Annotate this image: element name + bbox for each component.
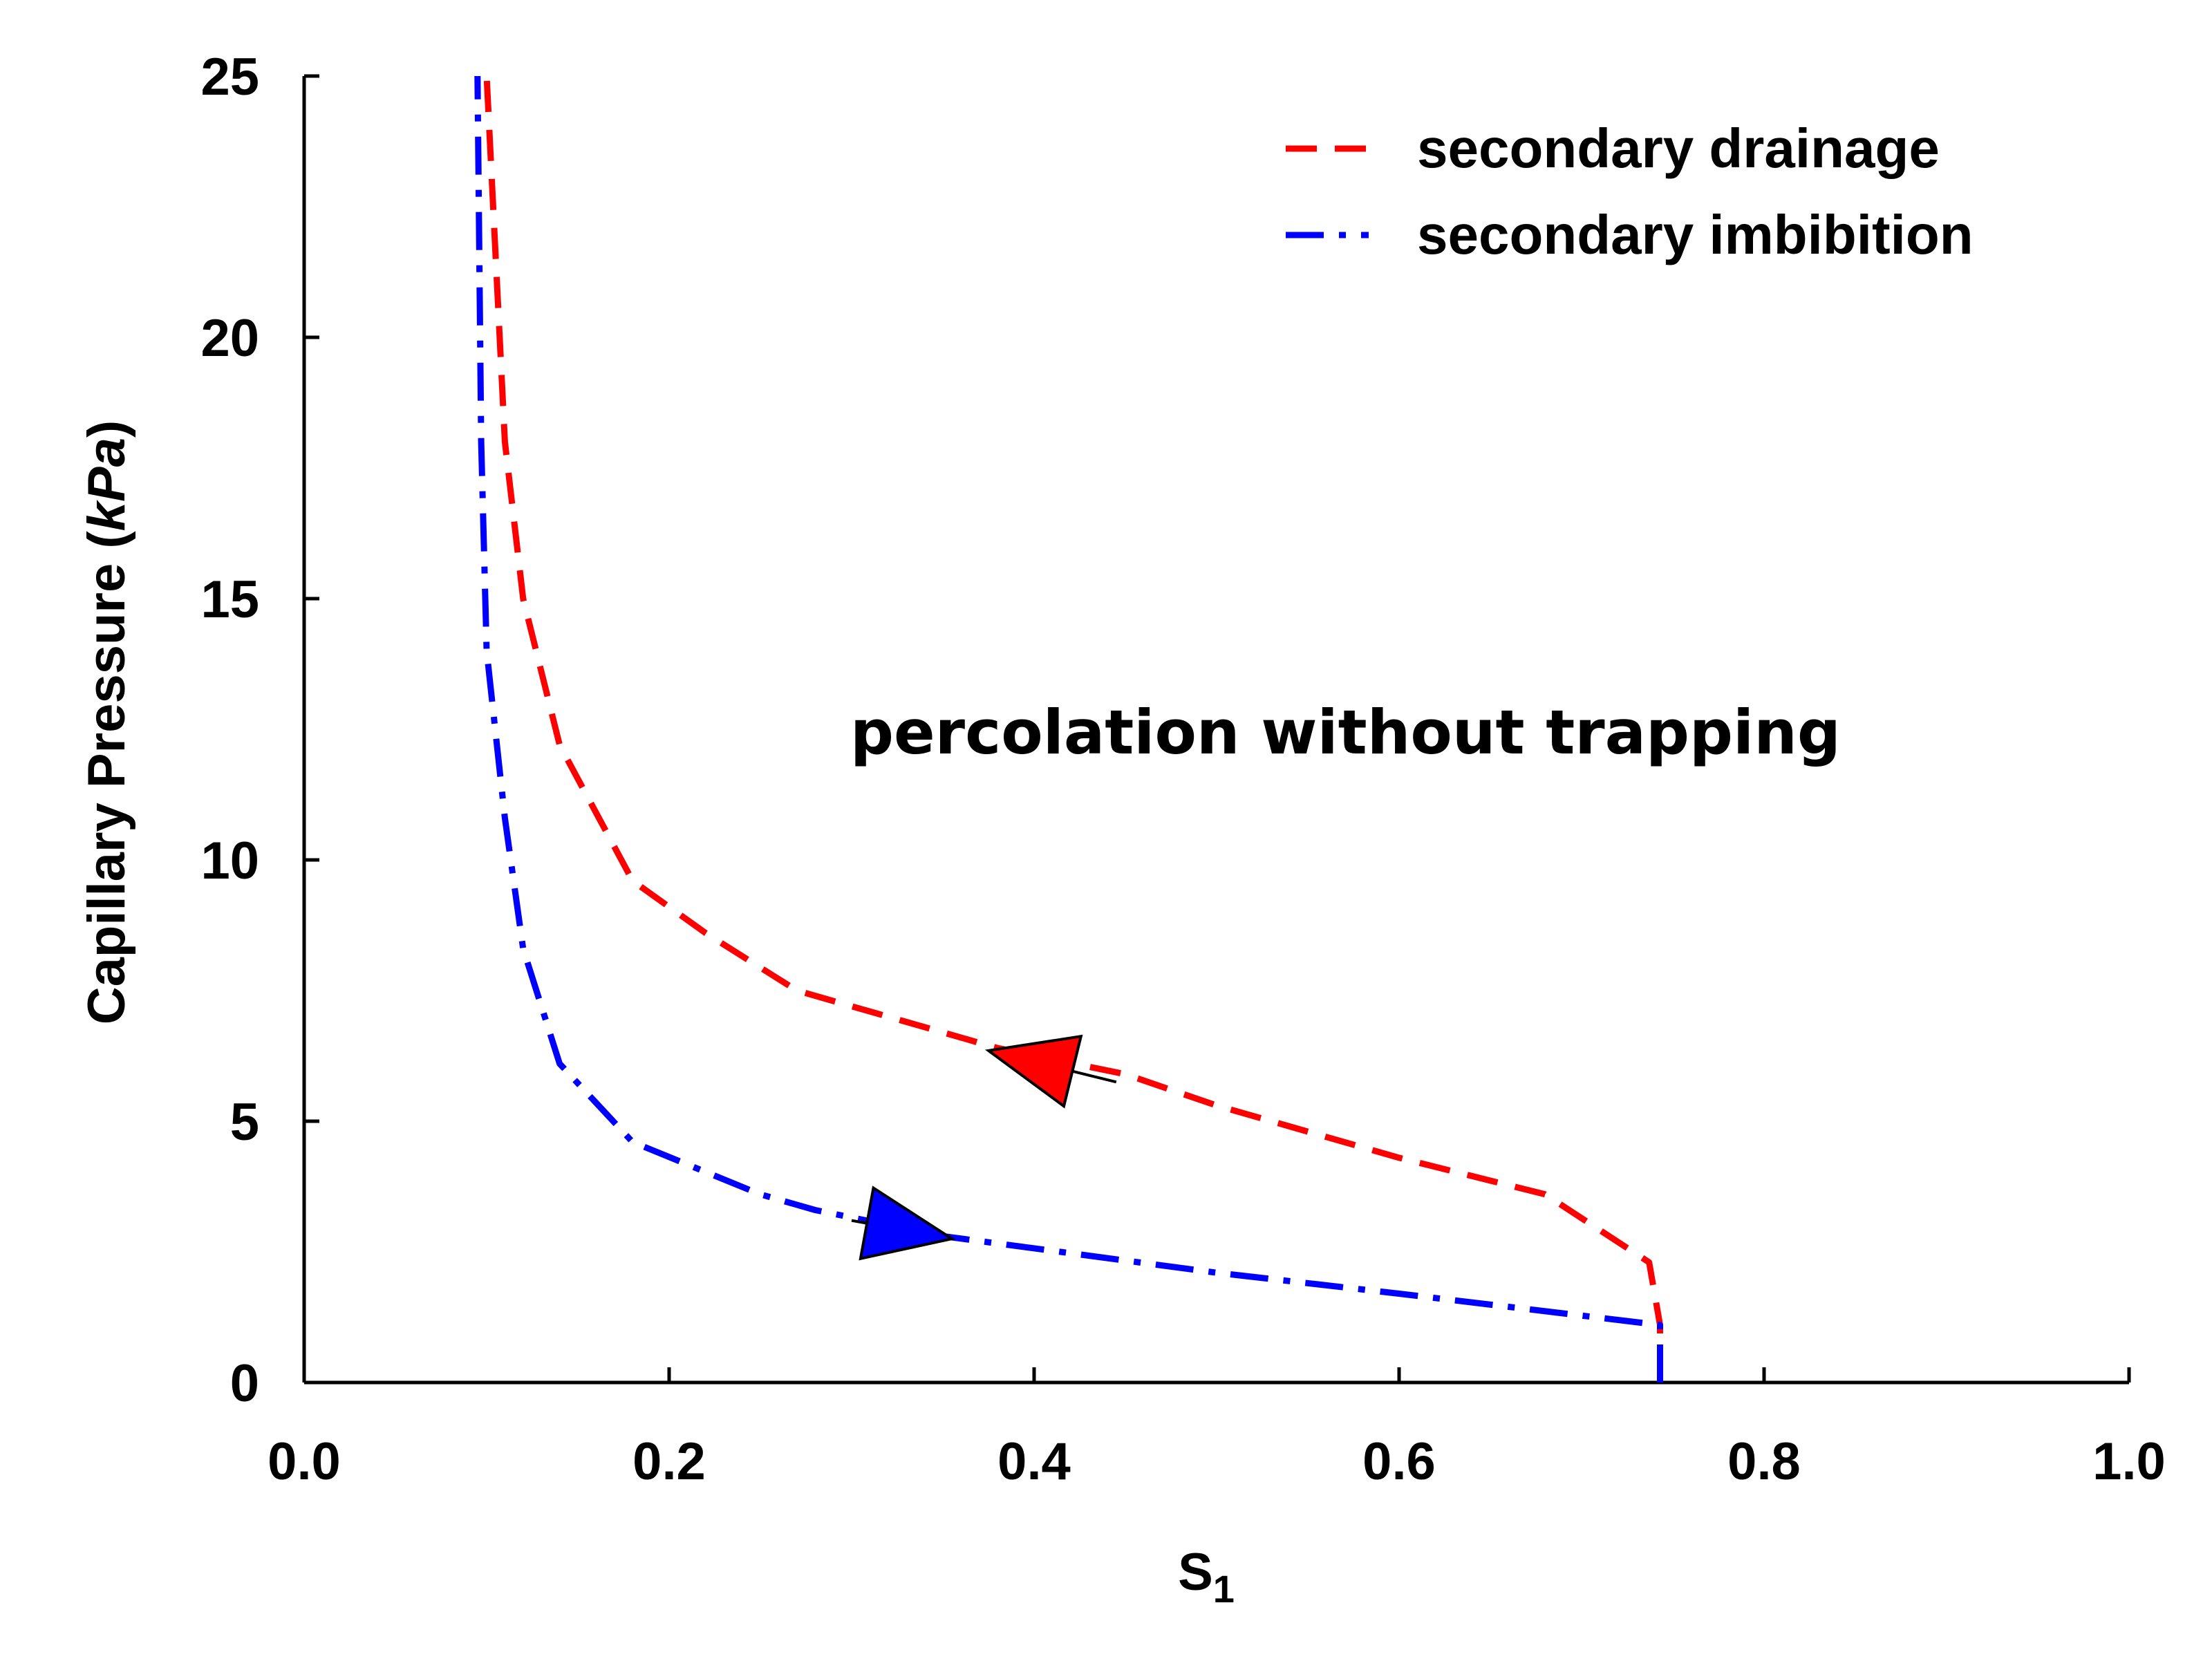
arrow-group xyxy=(851,1034,1117,1261)
y-tick-label: 5 xyxy=(230,1093,259,1152)
y-tick-label: 15 xyxy=(200,570,259,629)
y-axis-title-suffix: ) xyxy=(77,420,136,438)
y-tick-label: 10 xyxy=(200,832,259,890)
x-axis-title-main: S xyxy=(1178,1543,1213,1602)
y-tick-label: 20 xyxy=(200,309,259,368)
x-tick-label: 0.4 xyxy=(997,1432,1071,1491)
series-group xyxy=(474,75,1663,1382)
x-axis-title-subscript: 1 xyxy=(1213,1567,1235,1611)
x-tick-label: 0.2 xyxy=(632,1432,706,1491)
axes xyxy=(302,76,2129,1385)
y-tick-label: 25 xyxy=(200,48,259,106)
annotation-percolation: percolation without trapping xyxy=(850,697,1841,768)
series-line-secondary-drainage xyxy=(483,75,1663,1382)
x-ticks: 0.0 0.2 0.4 0.6 0.8 1.0 xyxy=(268,1367,2166,1491)
y-axis-title-unit: kPa xyxy=(77,438,136,531)
legend-label-secondary-drainage: secondary drainage xyxy=(1417,118,1940,179)
legend: secondary drainage secondary imbibition xyxy=(1286,118,1974,265)
x-tick-label: 1.0 xyxy=(2092,1432,2166,1491)
arrow-shaft-secondary-drainage xyxy=(1071,1069,1117,1084)
y-axis-title-prefix: Capillary Pressure ( xyxy=(77,531,136,1025)
arrow-head-secondary-imbibition xyxy=(859,1185,956,1261)
x-tick-label: 0.0 xyxy=(268,1432,341,1491)
arrow-head-secondary-drainage xyxy=(984,1034,1083,1109)
x-tick-label: 0.8 xyxy=(1727,1432,1801,1491)
series-line-secondary-imbibition xyxy=(474,75,1663,1382)
legend-label-secondary-imbibition: secondary imbibition xyxy=(1417,204,1974,265)
y-tick-label: 0 xyxy=(230,1354,259,1413)
y-ticks: 0 5 10 15 20 25 xyxy=(200,48,319,1413)
x-axis-title: S1 xyxy=(1178,1543,1235,1611)
arrow-shaft-secondary-imbibition xyxy=(851,1219,868,1225)
y-axis-title: Capillary Pressure (kPa) xyxy=(77,420,136,1024)
x-tick-label: 0.6 xyxy=(1362,1432,1436,1491)
